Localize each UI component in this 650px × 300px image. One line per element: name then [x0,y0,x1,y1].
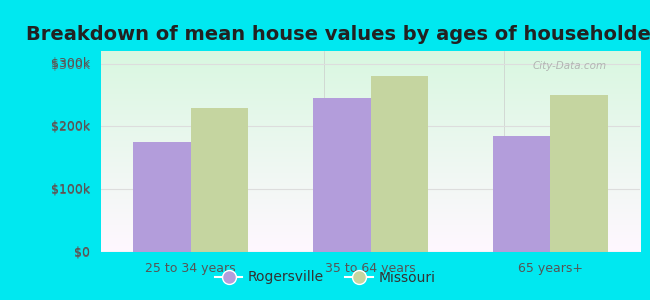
Text: City-Data.com: City-Data.com [532,61,606,71]
Bar [370,76,428,252]
Text: $0: $0 [73,245,90,259]
Legend: Rogersville, Missouri: Rogersville, Missouri [209,265,441,290]
Bar [133,142,190,252]
Text: $100k: $100k [51,183,90,196]
Bar [551,95,608,252]
Bar [190,107,248,252]
Bar [493,136,551,252]
Text: $300k: $300k [51,57,90,70]
Text: $200k: $200k [51,120,90,133]
Title: Breakdown of mean house values by ages of householders: Breakdown of mean house values by ages o… [26,25,650,44]
Bar [313,98,370,252]
